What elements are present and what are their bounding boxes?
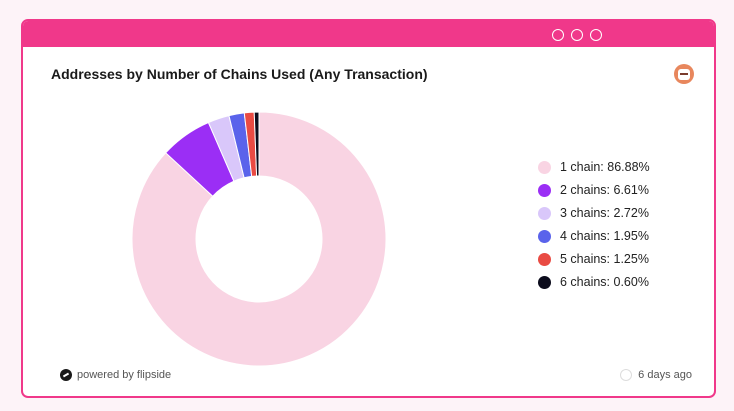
avatar[interactable] [674, 64, 694, 84]
legend-swatch [538, 160, 551, 174]
window-control-circle-icon[interactable] [552, 29, 564, 41]
legend-item[interactable]: 2 chains: 6.61% [538, 182, 650, 198]
donut-chart [131, 111, 387, 367]
legend-label: 1 chain: 86.88% [560, 160, 650, 174]
window-control-circle-icon[interactable] [571, 29, 583, 41]
legend-swatch [538, 252, 551, 266]
legend-item[interactable]: 1 chain: 86.88% [538, 159, 650, 175]
legend-swatch [538, 229, 551, 243]
chart-title: Addresses by Number of Chains Used (Any … [51, 66, 428, 82]
chart-legend: 1 chain: 86.88% 2 chains: 6.61% 3 chains: … [538, 159, 650, 290]
powered-by-label: powered by flipside [77, 369, 172, 381]
window-controls [552, 29, 602, 41]
chart-card: Addresses by Number of Chains Used (Any … [21, 19, 716, 398]
legend-item[interactable]: 5 chains: 1.25% [538, 251, 650, 267]
updated-label: 6 days ago [638, 369, 692, 381]
legend-item[interactable]: 6 chains: 0.60% [538, 274, 650, 290]
legend-label: 6 chains: 0.60% [560, 275, 649, 289]
clock-icon [620, 369, 633, 381]
legend-swatch [538, 183, 551, 197]
legend-swatch [538, 206, 551, 220]
flipside-logo-icon [60, 369, 72, 381]
card-header-bar [23, 21, 714, 47]
legend-swatch [538, 275, 551, 289]
legend-label: 3 chains: 2.72% [560, 206, 649, 220]
donut-slice-6[interactable] [253, 111, 260, 177]
legend-item[interactable]: 3 chains: 2.72% [538, 205, 650, 221]
powered-by[interactable]: powered by flipside [60, 369, 171, 381]
donut-slice-1[interactable] [131, 111, 387, 367]
legend-label: 5 chains: 1.25% [560, 252, 649, 266]
legend-label: 4 chains: 1.95% [560, 229, 649, 243]
legend-label: 2 chains: 6.61% [560, 183, 649, 197]
legend-item[interactable]: 4 chains: 1.95% [538, 228, 650, 244]
window-control-circle-icon[interactable] [590, 29, 602, 41]
last-updated: 6 days ago [620, 369, 692, 381]
avatar-face-icon [678, 69, 690, 80]
